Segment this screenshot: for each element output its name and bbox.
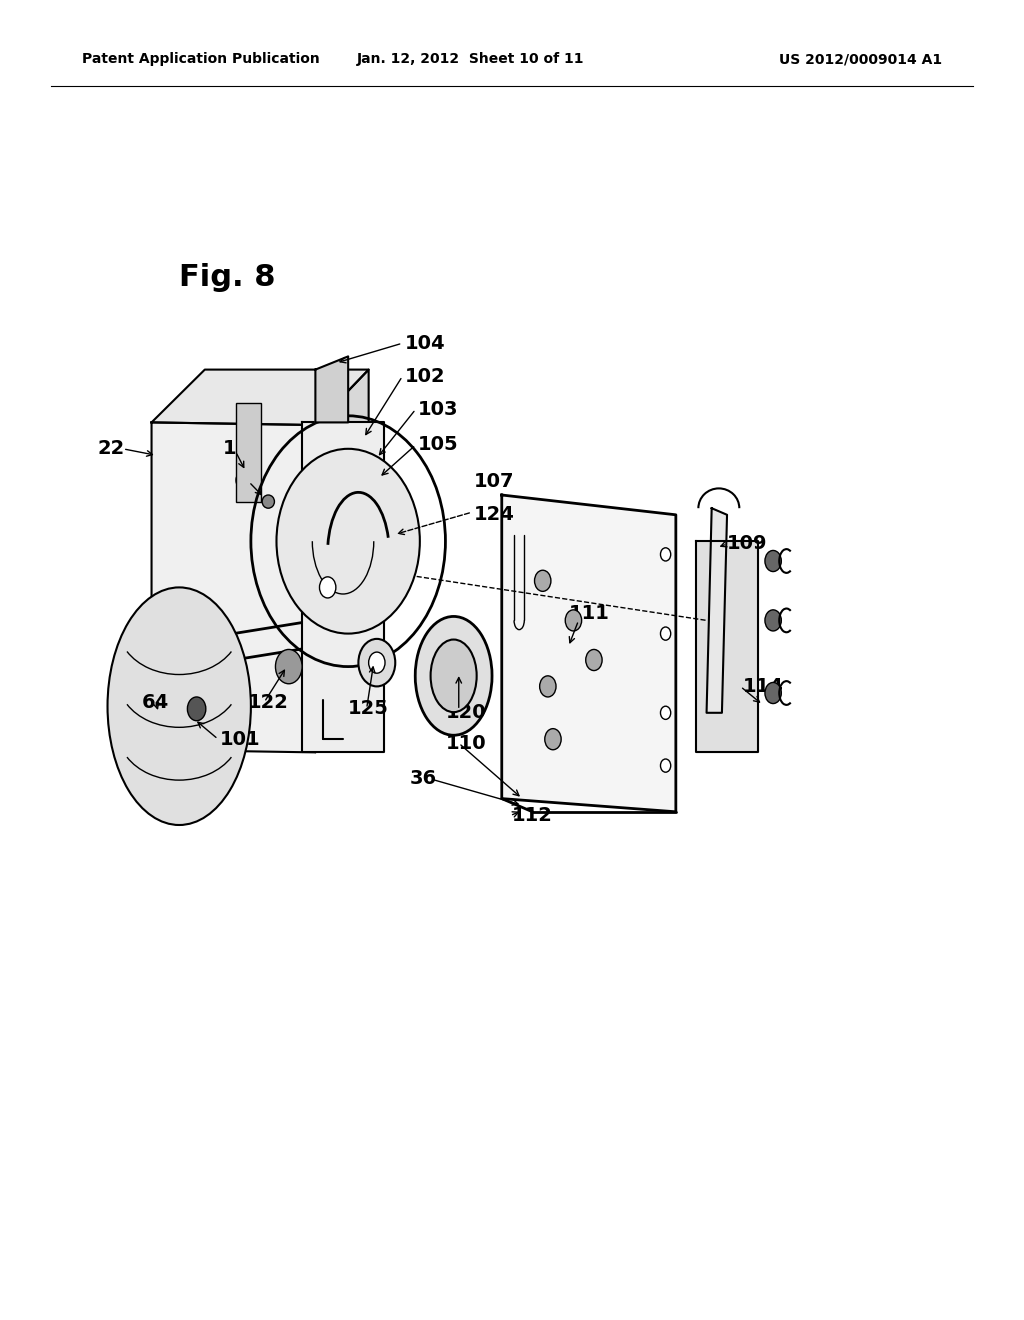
Ellipse shape <box>262 495 274 508</box>
Text: 111: 111 <box>568 605 609 623</box>
Circle shape <box>535 570 551 591</box>
Text: 105: 105 <box>418 436 459 454</box>
Text: 120: 120 <box>445 704 486 722</box>
Text: 36: 36 <box>410 770 436 788</box>
Circle shape <box>765 682 781 704</box>
Circle shape <box>565 610 582 631</box>
Text: Jan. 12, 2012  Sheet 10 of 11: Jan. 12, 2012 Sheet 10 of 11 <box>357 53 585 66</box>
Text: 101: 101 <box>220 730 261 748</box>
Text: US 2012/0009014 A1: US 2012/0009014 A1 <box>779 53 942 66</box>
Ellipse shape <box>108 587 251 825</box>
Circle shape <box>660 627 671 640</box>
Text: 122: 122 <box>248 693 289 711</box>
Circle shape <box>275 649 302 684</box>
Text: 125: 125 <box>348 700 389 718</box>
Text: 109: 109 <box>727 535 768 553</box>
Text: 114: 114 <box>742 677 783 696</box>
Ellipse shape <box>187 697 206 721</box>
Circle shape <box>319 577 336 598</box>
Text: 107: 107 <box>474 473 515 491</box>
Polygon shape <box>315 356 348 422</box>
Text: 102: 102 <box>404 367 445 385</box>
Circle shape <box>369 652 385 673</box>
Circle shape <box>660 548 671 561</box>
Circle shape <box>765 610 781 631</box>
Polygon shape <box>302 422 384 752</box>
Polygon shape <box>502 495 676 812</box>
Polygon shape <box>707 508 727 713</box>
Text: 62: 62 <box>233 473 261 491</box>
Text: 124: 124 <box>474 506 515 524</box>
Circle shape <box>540 676 556 697</box>
Bar <box>236 403 261 502</box>
Text: 144: 144 <box>223 440 264 458</box>
Text: Fig. 8: Fig. 8 <box>179 263 275 292</box>
Text: 103: 103 <box>418 400 459 418</box>
Text: Patent Application Publication: Patent Application Publication <box>82 53 319 66</box>
Circle shape <box>358 639 395 686</box>
Circle shape <box>765 550 781 572</box>
Text: 22: 22 <box>97 440 125 458</box>
Text: 112: 112 <box>512 807 553 825</box>
Circle shape <box>660 706 671 719</box>
Text: 64: 64 <box>141 693 169 711</box>
Ellipse shape <box>416 616 492 735</box>
Polygon shape <box>315 370 369 752</box>
Polygon shape <box>696 541 758 752</box>
Polygon shape <box>152 422 315 752</box>
Polygon shape <box>152 370 369 425</box>
Circle shape <box>586 649 602 671</box>
Circle shape <box>276 449 420 634</box>
Text: 104: 104 <box>404 334 445 352</box>
Circle shape <box>660 759 671 772</box>
Text: 110: 110 <box>445 734 486 752</box>
Ellipse shape <box>430 640 477 713</box>
Circle shape <box>545 729 561 750</box>
